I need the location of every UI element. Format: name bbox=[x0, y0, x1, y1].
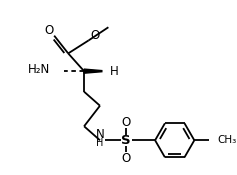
Text: H₂N: H₂N bbox=[28, 63, 50, 76]
Text: CH₃: CH₃ bbox=[218, 135, 237, 145]
Text: O: O bbox=[91, 29, 100, 42]
Text: H: H bbox=[96, 138, 104, 148]
Text: O: O bbox=[122, 152, 131, 164]
Text: N: N bbox=[96, 128, 104, 141]
Text: H: H bbox=[110, 65, 119, 78]
Text: O: O bbox=[122, 116, 131, 129]
Polygon shape bbox=[84, 69, 102, 73]
Text: O: O bbox=[44, 25, 53, 37]
Text: S: S bbox=[121, 134, 131, 147]
